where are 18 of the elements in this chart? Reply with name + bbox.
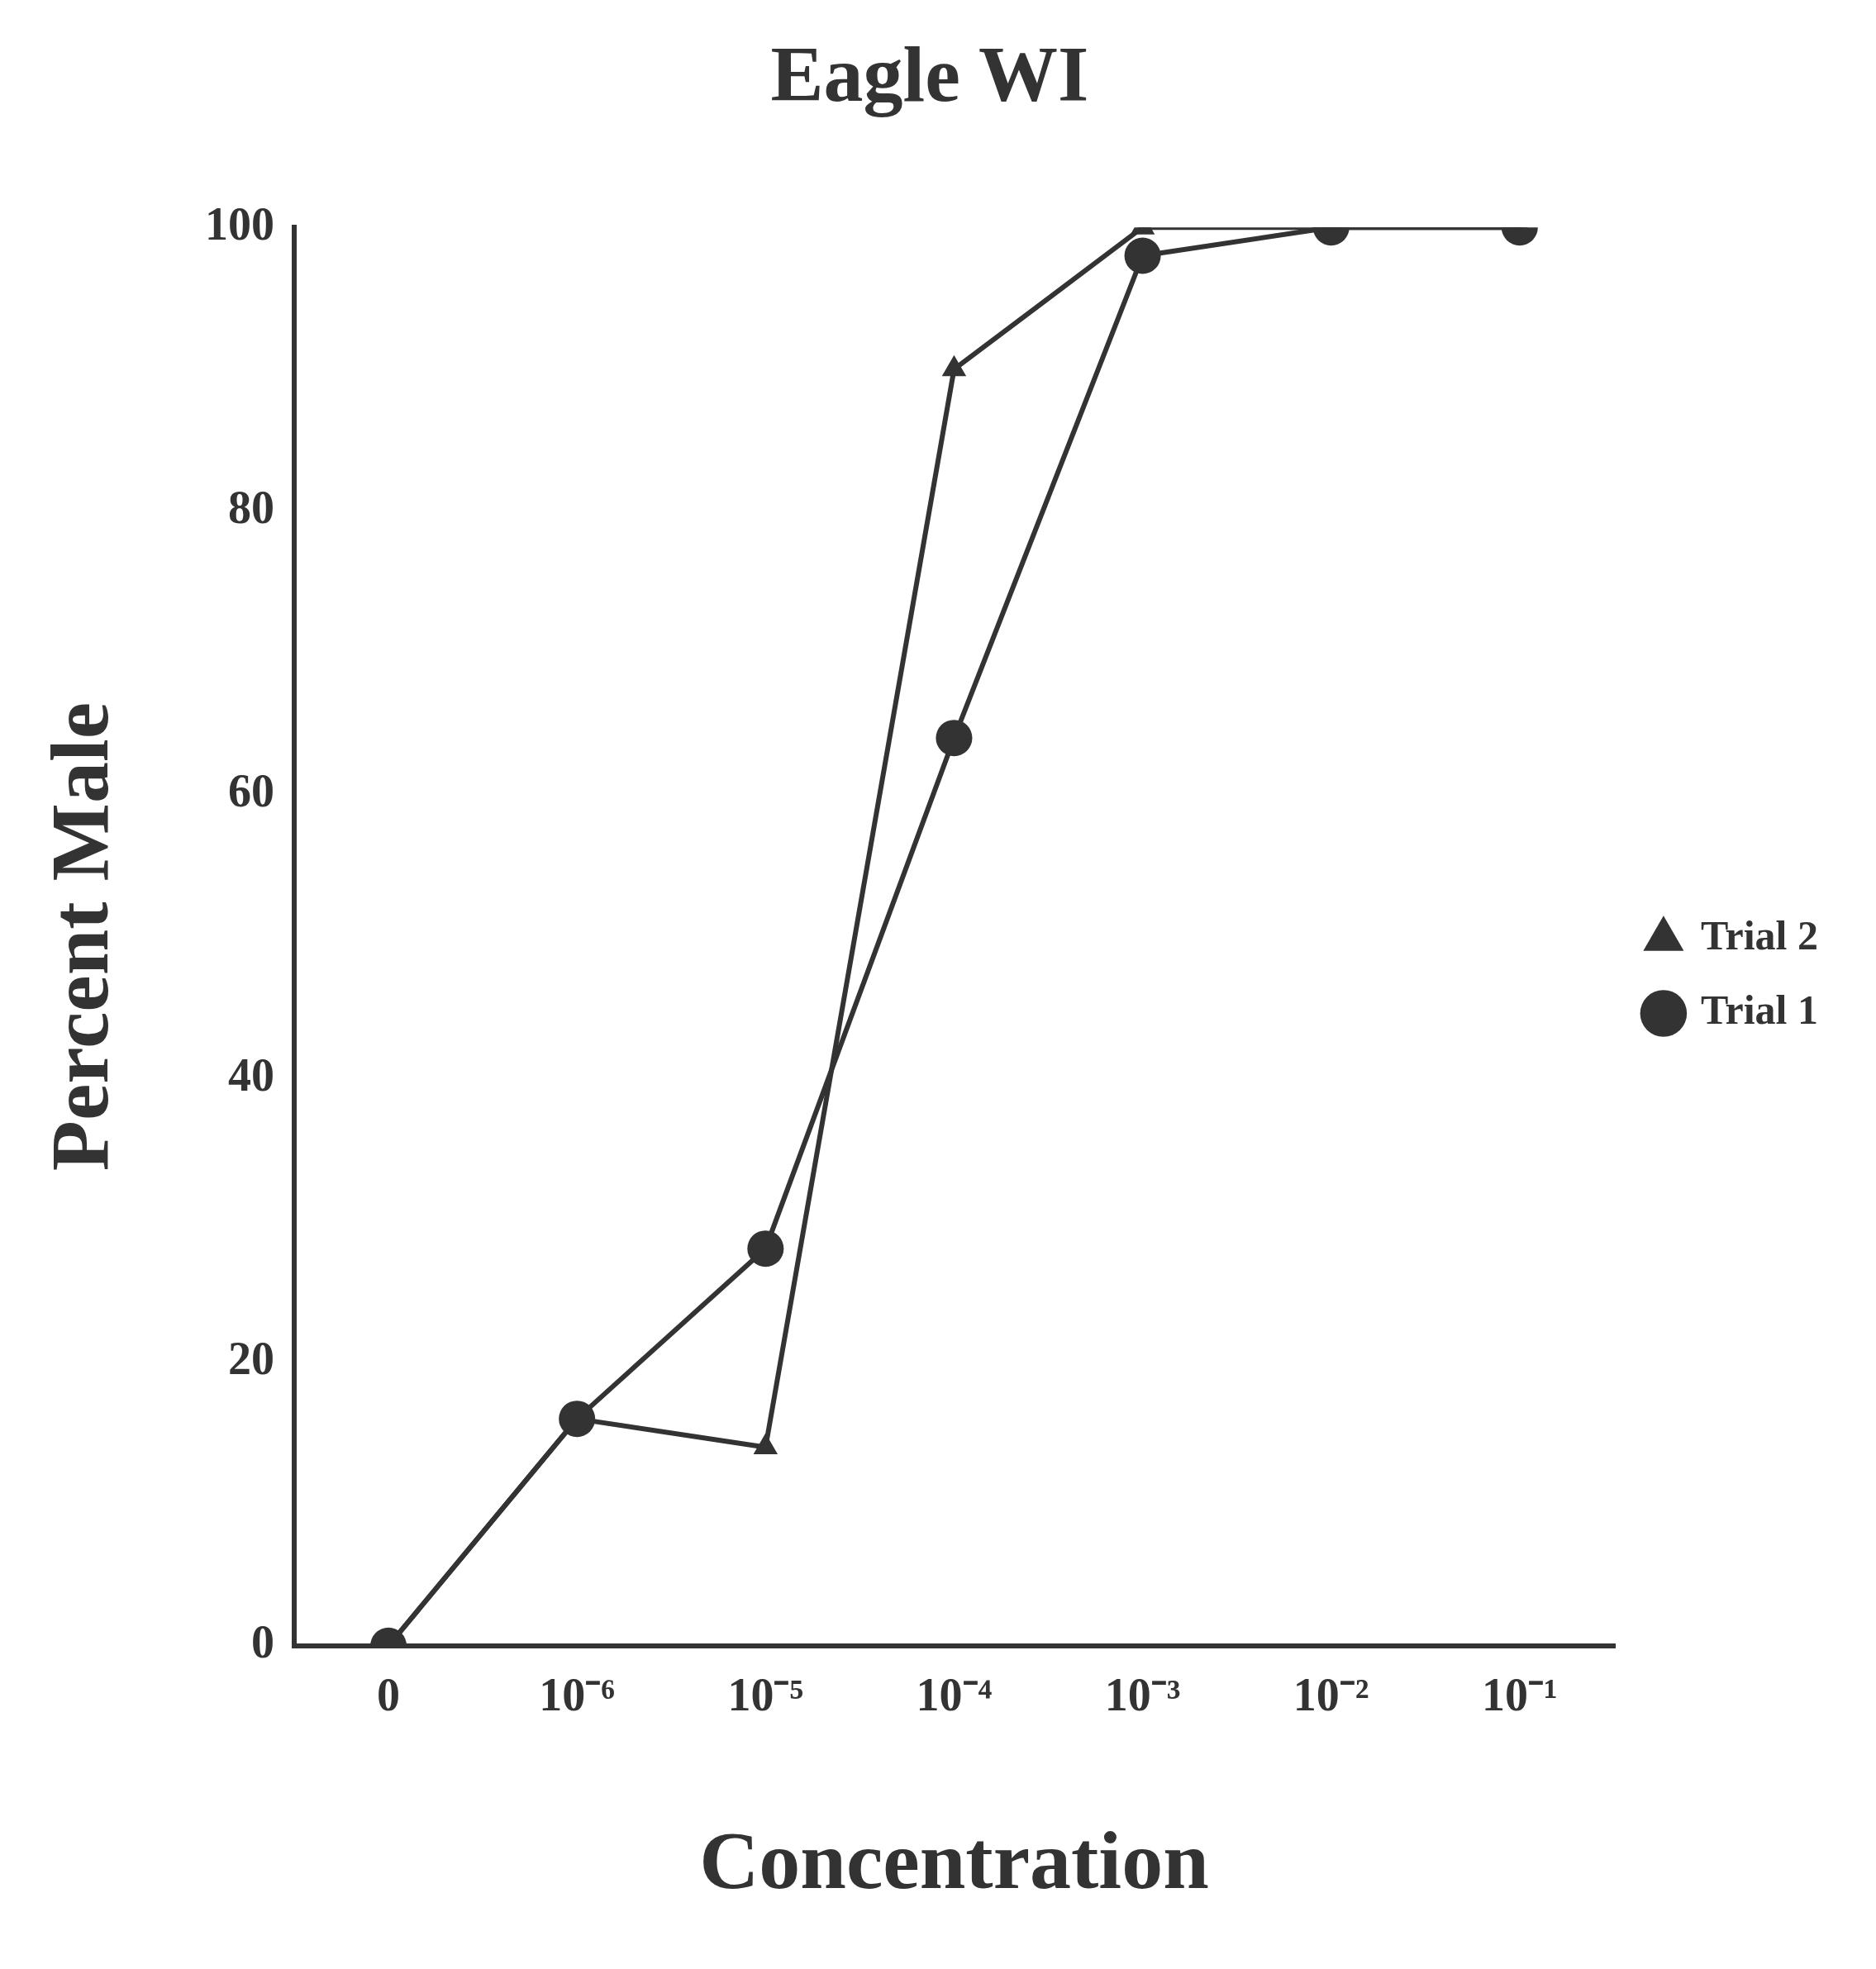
chart-title: Eagle WI bbox=[770, 30, 1089, 119]
x-tick-label: 0 bbox=[377, 1668, 401, 1720]
x-axis-title: Concentration bbox=[699, 1814, 1209, 1906]
legend-label: Trial 1 bbox=[1700, 987, 1819, 1034]
x-tick-label: 10⁻³ bbox=[1104, 1668, 1181, 1720]
x-tick-label: 10⁻⁶ bbox=[539, 1668, 616, 1720]
x-tick-label: 10⁻⁴ bbox=[916, 1668, 993, 1720]
y-tick-label: 80 bbox=[228, 481, 274, 533]
y-tick-label: 100 bbox=[205, 197, 274, 250]
y-axis-title: Percent Male bbox=[33, 702, 126, 1172]
y-tick-label: 20 bbox=[228, 1332, 274, 1384]
legend-label: Trial 2 bbox=[1700, 912, 1819, 959]
x-tick-label: 10⁻² bbox=[1293, 1668, 1369, 1720]
y-tick-label: 60 bbox=[228, 765, 274, 817]
x-tick-label: 10⁻⁵ bbox=[727, 1668, 804, 1720]
y-tick-label: 40 bbox=[228, 1049, 274, 1101]
x-tick-label: 10⁻¹ bbox=[1481, 1668, 1558, 1720]
y-tick-label: 0 bbox=[251, 1616, 274, 1668]
